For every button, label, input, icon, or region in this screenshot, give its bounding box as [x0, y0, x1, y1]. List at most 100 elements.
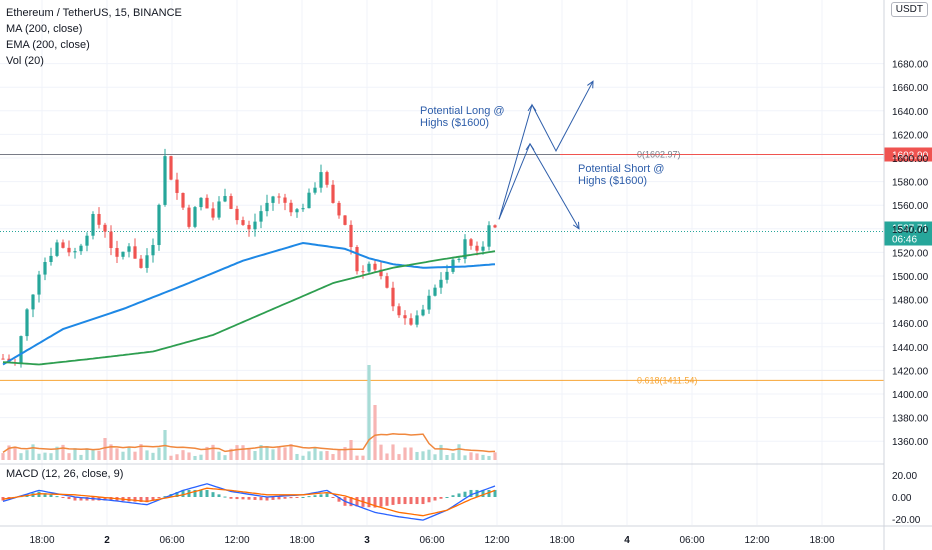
macd-histogram-bar [307, 496, 311, 498]
macd-histogram-bar [481, 489, 485, 497]
macd-histogram-bar [337, 497, 341, 502]
volume-bar [439, 444, 443, 460]
volume-bar [271, 449, 275, 460]
volume-bar [139, 444, 143, 460]
candle-body [205, 197, 209, 209]
candle-body [61, 242, 65, 248]
candle-body [367, 263, 371, 272]
volume-bar [373, 405, 377, 460]
time-tick-label: 18:00 [289, 535, 314, 546]
resistance-level-label: 0(1602.97) [637, 149, 681, 159]
candle-body [271, 196, 275, 203]
candle-body [37, 274, 41, 295]
macd-histogram-bar [73, 497, 77, 501]
candle-body [361, 271, 365, 273]
macd-histogram-bar [445, 497, 449, 498]
candle-body [307, 192, 311, 209]
candle-body [325, 172, 329, 185]
candle-body [151, 245, 155, 256]
candle-body [85, 235, 89, 246]
candle-body [319, 172, 323, 188]
candle-body [157, 204, 161, 246]
candle-body [55, 242, 59, 256]
volume-bar [211, 444, 215, 460]
price-tick-label: 1500.00 [892, 272, 929, 283]
volume-bar [229, 448, 233, 460]
volume-bar [277, 446, 281, 460]
volume-bar [409, 447, 413, 460]
macd-histogram-bar [373, 497, 377, 508]
macd-histogram-bar [457, 493, 461, 497]
volume-bar [457, 444, 461, 460]
volume-bar [379, 444, 383, 460]
volume-bar [481, 454, 485, 460]
time-tick-label: 12:00 [224, 535, 249, 546]
volume-bar [199, 454, 203, 460]
candle-body [193, 207, 197, 227]
volume-bar [19, 453, 23, 460]
macd-histogram-bar [133, 497, 137, 502]
candle-body [409, 318, 413, 325]
candle-body [97, 213, 101, 225]
candle-body [301, 208, 305, 210]
volume-bar [391, 444, 395, 460]
macd-histogram-bar [325, 493, 329, 497]
volume-bar [415, 451, 419, 460]
candle-body [19, 336, 23, 364]
candle-body [349, 224, 353, 248]
price-tick-label: 1440.00 [892, 343, 929, 354]
volume-bar [325, 450, 329, 460]
macd-histogram-bar [37, 491, 41, 497]
volume-bar [289, 444, 293, 460]
volume-bar [265, 446, 269, 460]
macd-histogram-bar [253, 497, 257, 500]
candle-body [481, 246, 485, 251]
macd-histogram-bar [409, 497, 413, 505]
candle-body [49, 255, 53, 263]
macd-histogram-bar [181, 489, 185, 497]
macd-tick-label: -20.00 [892, 515, 921, 526]
volume-bar [475, 453, 479, 460]
macd-histogram-bar [331, 497, 335, 498]
macd-histogram-bar [469, 489, 473, 497]
candle-body [223, 196, 227, 202]
price-tick-label: 1580.00 [892, 178, 929, 189]
volume-bar [361, 455, 365, 460]
short-projection-arrow [498, 142, 580, 230]
macd-histogram-bar [439, 497, 443, 499]
candle-body [373, 263, 377, 270]
candle-body [439, 279, 443, 288]
candle-body [415, 315, 419, 325]
macd-histogram-bar [163, 496, 167, 498]
macd-histogram-bar [277, 497, 281, 500]
candle-body [313, 187, 317, 193]
volume-bar [451, 453, 455, 460]
volume-bar [385, 453, 389, 460]
arrow-chevron [527, 103, 537, 112]
candle-body [487, 225, 491, 247]
macd-tick-label: 0.00 [892, 493, 912, 504]
volume-bar [397, 454, 401, 460]
volume-bar [91, 450, 95, 460]
candle-body [403, 315, 407, 319]
candle-body [139, 258, 143, 268]
volume-bar [49, 453, 53, 460]
price-tick-label: 1480.00 [892, 296, 929, 307]
ma-legend: MA (200, close) [6, 23, 83, 35]
candle-body [295, 209, 299, 213]
macd-histogram-bar [79, 497, 83, 501]
volume-bar [349, 440, 353, 460]
macd-histogram-bar [67, 497, 71, 500]
currency-label[interactable]: USDT [890, 2, 928, 17]
candle-body [217, 201, 221, 218]
volume-bar [487, 455, 491, 460]
candle-body [43, 262, 47, 275]
candles [1, 148, 497, 368]
macd-histogram-bar [355, 497, 359, 507]
macd-histogram-bar [139, 497, 143, 502]
volume-bar [157, 447, 161, 460]
price-levels: 0(1602.97) 1602.90 0.618(1411.54) 1537.7106… [0, 147, 932, 385]
macd-histogram-bar [109, 497, 113, 501]
